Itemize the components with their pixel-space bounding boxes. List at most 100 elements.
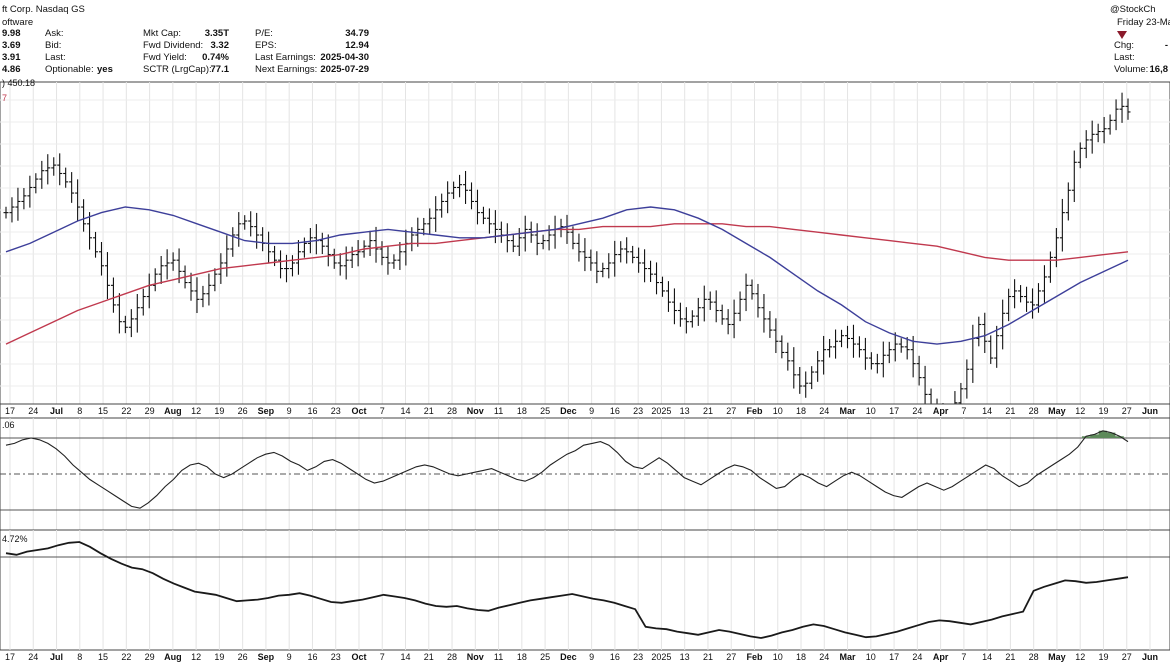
date-tick-label: Oct [351,652,366,662]
performance-legend: 4.72% [2,534,28,544]
date-axis: 17 24 Jul 8 15 22 29 Aug 12 19 26 Sep 9 16 23 Oct 7 14 21 2… [0,404,1170,418]
date-tick-label: 11 [494,406,503,416]
date-tick-label: Sep [258,652,275,662]
header-right-label: Volume: [1114,64,1148,75]
date-tick-label: 23 [633,406,643,416]
date-tick-label: 21 [703,652,713,662]
date-tick-label: 27 [1122,406,1132,416]
date-tick-label: 14 [982,652,992,662]
date-tick-label: 21 [703,406,713,416]
date-tick-label: Jul [50,652,63,662]
price-panel: ) 450.18 7 [0,78,1170,436]
bottom-date-axis: 17 24 Jul 8 15 22 29 Aug 12 19 26 Sep 9 16 23 Oct 7 14 21 2… [5,652,1158,662]
date-tick-label: Nov [467,652,484,662]
date-tick-label: 14 [982,406,992,416]
date-tick-label: Jun [1142,652,1158,662]
header-fundamental-label: SCTR (LrgCap): [143,64,212,75]
date-tick-label: 23 [331,406,341,416]
header-earnings-label: P/E: [255,28,273,39]
header-fundamental-value: 0.74% [202,52,229,63]
date-tick-label: 15 [98,652,108,662]
header-fundamental-label: Mkt Cap: [143,28,181,39]
date-tick-label: 16 [307,652,317,662]
sector-label: oftware [2,17,33,28]
date-tick-label: 2025 [651,652,671,662]
header-quote-label: Ask: [45,28,63,39]
date-tick-label: 12 [1075,652,1085,662]
header-earnings-value: 2025-07-29 [320,64,369,75]
header-quote-columns: 9.983.693.914.86Ask:Bid:Last:Optionable:… [2,28,1168,75]
header-fundamental-label: Fwd Yield: [143,52,187,63]
header-quote-label: Last: [45,52,66,63]
date-tick-label: 10 [866,652,876,662]
header-price-value: 3.69 [2,40,21,51]
date-tick-label: 26 [238,406,248,416]
date-tick-label: 9 [287,652,292,662]
date-tick-label: 19 [214,652,224,662]
date-tick-label: May [1048,652,1066,662]
date-tick-label: 23 [331,652,341,662]
date-tick-label: 18 [796,406,806,416]
date-tick-label: 21 [424,406,434,416]
date-tick-label: Sep [258,406,275,416]
date-tick-label: 17 [889,652,899,662]
date-tick-label: Aug [164,406,182,416]
date-tick-label: 21 [1005,652,1015,662]
header-right-label: Last: [1114,52,1135,63]
rsi-panel: .06 [0,418,1170,530]
date-tick-label: 10 [866,406,876,416]
date-tick-label: Jun [1142,406,1158,416]
date-tick-label: Jul [50,406,63,416]
date-tick-label: 9 [287,406,292,416]
date-tick-label: 13 [680,406,690,416]
date-tick-label: 27 [1122,652,1132,662]
date-tick-label: 26 [238,652,248,662]
date-tick-label: 12 [1075,406,1085,416]
chart-header: ft Corp. Nasdaq GS oftware @StockCh Frid… [2,4,1170,75]
date-tick-label: 25 [540,652,550,662]
date-tick-label: 29 [145,406,155,416]
watermark-logo: @StockCh [1110,4,1156,15]
date-tick-label: Feb [746,652,763,662]
performance-panel-frame [0,530,1170,650]
date-tick-label: 19 [1098,652,1108,662]
date-tick-label: 22 [121,652,131,662]
header-earnings-value: 12.94 [345,40,369,51]
header-price-value: 3.91 [2,52,21,63]
header-earnings-value: 2025-04-30 [320,52,369,63]
date-tick-label: 18 [517,652,527,662]
date-tick-label: 10 [773,406,783,416]
date-tick-label: 8 [77,406,82,416]
date-tick-label: 25 [540,406,550,416]
price-legend-marker: 7 [2,93,7,103]
date-tick-label: Mar [840,652,857,662]
date-tick-label: Apr [933,652,949,662]
header-earnings-label: Last Earnings: [255,52,316,63]
date-tick-label: Feb [746,406,763,416]
header-earnings-label: EPS: [255,40,277,51]
header-fundamental-value: 3.32 [211,40,230,51]
date-tick-label: 19 [1098,406,1108,416]
date-tick-label: 9 [589,652,594,662]
date-tick-label: Dec [560,652,577,662]
date-tick-label: 12 [191,406,201,416]
date-tick-label: 9 [589,406,594,416]
date-tick-label: 21 [424,652,434,662]
date-tick-label: 14 [401,406,411,416]
date-tick-label: 24 [28,406,38,416]
down-arrow-icon [1117,31,1127,39]
header-quote-label: Optionable: [45,64,94,75]
bottom-date-tick-labels: 17 24 Jul 8 15 22 29 Aug 12 19 26 Sep 9 16 23 Oct 7 14 21 2… [5,652,1158,662]
date-tick-label: 17 [5,652,15,662]
date-tick-label: 7 [961,652,966,662]
date-tick-label: 14 [401,652,411,662]
date-tick-label: Aug [164,652,182,662]
header-quote-label: Bid: [45,40,61,51]
date-tick-label: Nov [467,406,484,416]
date-tick-label: Apr [933,406,949,416]
date-tick-label: 21 [1005,406,1015,416]
date-tick-label: 7 [961,406,966,416]
header-right-value: 16,8 [1150,64,1169,75]
date-tick-label: 12 [191,652,201,662]
